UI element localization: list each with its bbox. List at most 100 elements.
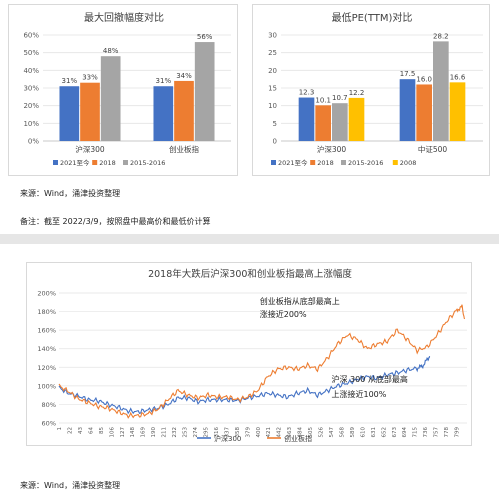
- legend-swatch: [271, 160, 276, 165]
- bar: [315, 105, 331, 141]
- x-tick-label: 694: [402, 427, 408, 438]
- x-tick-label: 1: [57, 427, 63, 431]
- section-divider: [0, 234, 499, 244]
- x-tick-label: 316: [214, 427, 220, 438]
- x-tick-label: 148: [130, 427, 136, 438]
- bar: [174, 80, 194, 141]
- y-tick-label: 20%: [23, 102, 39, 110]
- x-tick-label: 484: [298, 427, 304, 438]
- legend-label: 2008: [400, 159, 417, 167]
- x-tick-label: 127: [120, 427, 126, 438]
- bar: [348, 97, 365, 141]
- x-tick-label: 400: [256, 427, 262, 438]
- rally-chart: 2018年大跌后沪深300和创业板指最高上涨幅度60%80%100%120%14…: [37, 268, 467, 443]
- annotation: 涨接近200%: [260, 309, 307, 319]
- x-tick-label: 85: [99, 427, 105, 434]
- x-tick-label: 673: [392, 427, 398, 438]
- x-tick-label: 64: [88, 427, 94, 434]
- x-tick-label: 505: [308, 427, 314, 438]
- y-tick-label: 15: [268, 85, 277, 93]
- data-label: 17.5: [400, 70, 416, 78]
- source-note-bottom: 来源：Wind，涌津投资整理: [20, 481, 121, 490]
- data-label: 16.0: [416, 75, 432, 83]
- x-tick-label: 463: [287, 427, 293, 438]
- y-tick-label: 80%: [42, 401, 56, 409]
- bar: [100, 56, 121, 142]
- x-tick-label: 253: [183, 427, 189, 438]
- x-tick-label: 736: [423, 427, 429, 438]
- legend-swatch: [123, 160, 128, 165]
- bar: [399, 79, 416, 141]
- annotation: 创业板指从底部最高上: [260, 296, 340, 306]
- drawdown-chart: 最大回撤幅度对比 0% 10% 20% 30% 40% 50% 60% 31% 33% 48% 沪深3…: [23, 11, 231, 167]
- rally-chart-panel: 2018年大跌后沪深300和创业板指最高上涨幅度 60% 80% 100% 120% 14…: [26, 262, 472, 446]
- bar: [80, 82, 100, 141]
- x-tick-label: 22: [67, 427, 73, 434]
- x-tick-label: 778: [444, 427, 450, 438]
- x-tick-label: 442: [277, 427, 283, 438]
- legend-swatch: [341, 160, 346, 165]
- series-line: [58, 355, 431, 415]
- series-line: [58, 304, 466, 419]
- bar: [194, 42, 215, 141]
- bar: [298, 97, 315, 141]
- y-tick-label: 60%: [42, 420, 56, 428]
- legend-label: 2018: [99, 159, 116, 167]
- legend-label: 沪深300: [214, 434, 241, 443]
- drawdown-chart-panel: 最大回撤幅度对比 0% 10% 20% 30% 40% 50% 60% 31% 33% 48% 沪深3…: [8, 4, 238, 176]
- data-label: 28.2: [433, 32, 449, 40]
- y-tick-label: 25: [268, 49, 277, 57]
- data-label: 31%: [156, 77, 172, 85]
- y-tick-label: 50%: [23, 49, 39, 57]
- y-tick-label: 100%: [37, 382, 56, 390]
- chart-title: 最低PE(TTM)对比: [332, 11, 413, 24]
- bar: [59, 86, 80, 141]
- x-tick-label: 799: [455, 427, 461, 438]
- y-tick-label: 120%: [37, 364, 56, 372]
- x-tick-label: 169: [141, 427, 147, 438]
- x-tick-label: 211: [162, 427, 168, 438]
- x-tick-label: 190: [151, 427, 157, 438]
- y-tick-label: 0: [273, 138, 277, 146]
- data-label: 33%: [82, 74, 98, 82]
- x-tick-label: 715: [413, 427, 419, 438]
- y-tick-label: 160%: [37, 327, 56, 335]
- data-label: 12.3: [299, 89, 315, 97]
- bar: [153, 86, 174, 141]
- chart-title: 2018年大跌后沪深300和创业板指最高上涨幅度: [148, 268, 352, 280]
- data-label: 16.6: [450, 73, 466, 81]
- x-tick-label: 358: [235, 427, 241, 438]
- y-tick-label: 140%: [37, 345, 56, 353]
- bar: [433, 41, 449, 141]
- source-note-top: 来源：Wind，涌津投资整理: [20, 189, 121, 198]
- chart-title: 最大回撤幅度对比: [84, 11, 164, 24]
- bar: [416, 84, 432, 141]
- y-tick-label: 20: [268, 67, 277, 75]
- x-tick-label: 106: [109, 427, 115, 438]
- x-tick-label: 547: [329, 427, 335, 438]
- x-tick-label: 568: [339, 427, 345, 438]
- category-label: 中证500: [418, 144, 448, 154]
- legend-swatch: [92, 160, 98, 165]
- legend-label: 2021至今: [278, 158, 308, 167]
- legend-label: 2021至今: [60, 158, 90, 167]
- x-tick-label: 337: [224, 427, 230, 438]
- y-tick-label: 30%: [23, 85, 39, 93]
- data-label: 31%: [62, 77, 78, 85]
- legend-label: 2018: [317, 159, 334, 167]
- y-tick-label: 60%: [23, 32, 39, 40]
- x-tick-label: 757: [434, 427, 440, 438]
- legend-swatch: [392, 160, 398, 165]
- x-tick-label: 610: [360, 427, 366, 438]
- x-tick-label: 379: [245, 427, 251, 438]
- y-tick-label: 0%: [28, 138, 39, 146]
- y-tick-label: 10: [268, 102, 277, 110]
- y-tick-label: 10%: [23, 120, 39, 128]
- y-tick-label: 200%: [37, 290, 56, 298]
- data-label: 48%: [103, 47, 119, 55]
- legend-swatch: [310, 160, 316, 165]
- pe-chart-panel: 最低PE(TTM)对比 0 5 10 15 20 25 30 12.3 10.1 10.7 12.2 沪…: [252, 4, 490, 176]
- data-label: 56%: [197, 33, 213, 41]
- legend-label: 2015-2016: [130, 159, 165, 167]
- x-tick-label: 43: [78, 427, 84, 434]
